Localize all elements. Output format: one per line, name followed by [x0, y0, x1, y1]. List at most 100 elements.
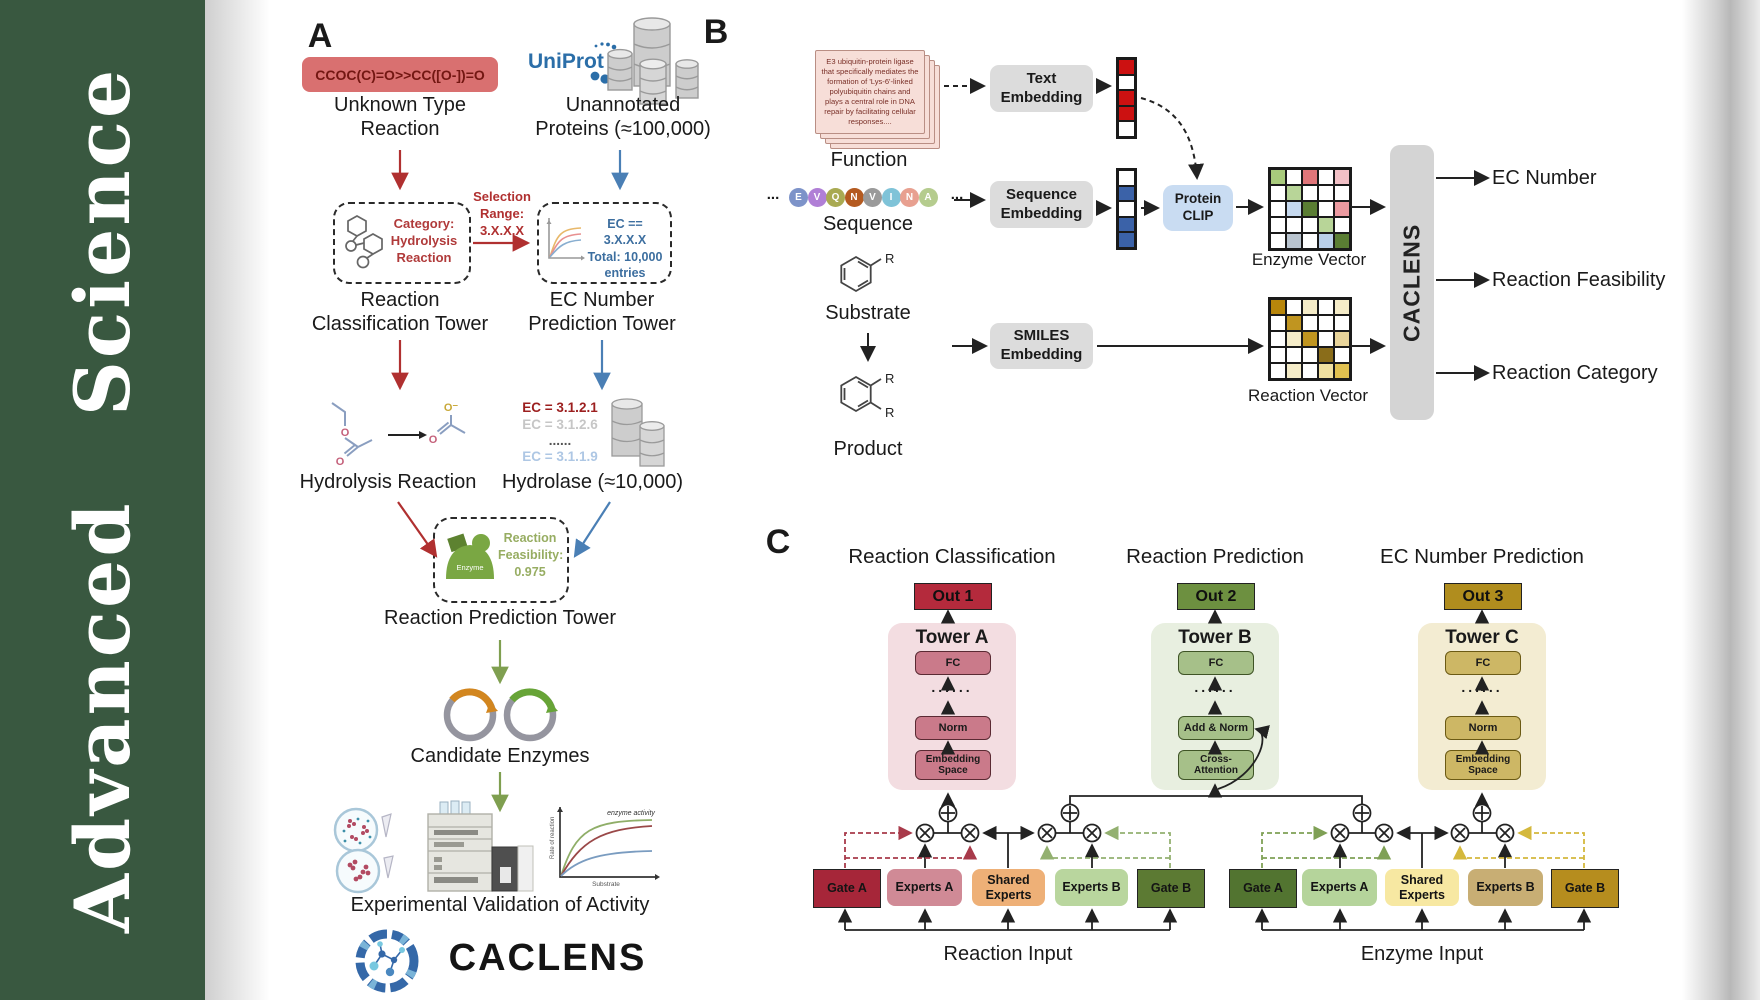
unannotated-proteins-label: Unannotated Proteins (≈100,000)	[535, 94, 711, 140]
grid-cell	[1270, 331, 1286, 347]
grid-cell	[1318, 331, 1334, 347]
function-card-front: E3 ubiquitin-protein ligase that specifi…	[815, 50, 925, 134]
grid-cell	[1270, 299, 1286, 315]
experts-a-reaction: Experts A	[887, 869, 962, 906]
grid-cell	[1302, 233, 1318, 249]
sequence-residue: A	[918, 188, 938, 207]
grid-cell	[1318, 233, 1334, 249]
tower-a-title: Tower A	[915, 627, 989, 648]
smiles-embedding-box: SMILES Embedding	[990, 323, 1093, 369]
sequence-label: Sequence	[822, 213, 914, 235]
grid-cell	[1318, 185, 1334, 201]
product-label: Product	[833, 438, 903, 460]
enzyme-vector-label: Enzyme Vector	[1251, 250, 1367, 269]
grid-cell	[1334, 185, 1350, 201]
grid-cell	[1334, 201, 1350, 217]
selection-range-label: Selection Range: 3.X.X.X	[473, 189, 531, 238]
gate-routing-lines	[844, 825, 1585, 868]
ec-result-list: EC = 3.1.2.1 EC = 3.1.2.6 ...... EC = 3.…	[516, 399, 604, 465]
banner-shadow-gradient	[205, 0, 270, 1000]
sequence-ellipsis-right: ...	[950, 186, 964, 203]
vector-cell	[1118, 170, 1135, 186]
out2-box: Out 2	[1177, 583, 1255, 610]
enzyme-input-label: Enzyme Input	[1360, 943, 1484, 965]
gate-a-reaction: Gate A	[813, 869, 881, 908]
sequence-residue: V	[807, 188, 827, 207]
oxygen-anion: O⁻	[444, 402, 459, 414]
oxygen-atom: O	[341, 427, 350, 439]
grid-cell	[1302, 185, 1318, 201]
grid-cell	[1270, 185, 1286, 201]
journal-title: Advanced Science	[58, 66, 147, 934]
oxygen-atom: O	[429, 434, 438, 446]
tower-a-norm: Norm	[915, 716, 991, 740]
out1-box: Out 1	[914, 583, 992, 610]
caclens-model-bar: CACLENS	[1390, 145, 1434, 420]
journal-banner: Advanced Science	[0, 0, 205, 1000]
panel-b-label: B	[703, 13, 729, 51]
reaction-vector-label: Reaction Vector	[1247, 386, 1368, 405]
substrate-structure: R	[840, 251, 894, 293]
tower-b-fc: FC	[1178, 651, 1254, 675]
hydrolase-database-icon	[611, 398, 665, 467]
shared-experts-reaction: Shared Experts	[972, 869, 1045, 906]
function-card-text: E3 ubiquitin-protein ligase that specifi…	[821, 57, 919, 126]
out1-label: Out 1	[932, 587, 974, 605]
grid-cell	[1270, 201, 1286, 217]
ec-selection-text: EC == 3.X.X.X Total: 10,000 entries	[587, 217, 663, 280]
plasmids-icon	[443, 688, 558, 742]
enzyme-vector-grid	[1268, 167, 1352, 251]
r-group-label: R	[885, 405, 894, 420]
feasibility-text: Reaction Feasibility: 0.975	[498, 531, 564, 579]
grid-cell	[1318, 315, 1334, 331]
shared-experts-enzyme: Shared Experts	[1385, 869, 1459, 906]
grid-cell	[1302, 201, 1318, 217]
grid-cell	[1286, 299, 1302, 315]
grid-cell	[1334, 299, 1350, 315]
multiply-operator-icon	[915, 823, 1515, 843]
sequence-residue: Q	[826, 188, 845, 207]
grid-cell	[1286, 347, 1302, 363]
header-ec-number-prediction: EC Number Prediction	[1380, 545, 1584, 568]
vector-cell	[1118, 59, 1135, 75]
grid-cell	[1286, 185, 1302, 201]
vector-cell	[1118, 74, 1135, 90]
out3-box: Out 3	[1444, 583, 1522, 610]
grid-cell	[1286, 331, 1302, 347]
grid-cell	[1302, 363, 1318, 379]
grid-cell	[1334, 363, 1350, 379]
grid-cell	[1334, 347, 1350, 363]
tower-b-cross-attention: Cross- Attention	[1178, 750, 1254, 780]
prediction-tower-label: Reaction Prediction Tower	[384, 607, 616, 629]
tower-b-title: Tower B	[1178, 627, 1252, 648]
plot-xlabel: Substrate	[592, 881, 620, 888]
smiles-reaction-text: CCOC(C)=O>>CC([O-])=O	[315, 66, 485, 83]
grid-cell	[1270, 315, 1286, 331]
tower-c-dots: ......	[1461, 679, 1503, 695]
tower-a-dots: ......	[931, 679, 973, 695]
grid-cell	[1286, 169, 1302, 185]
hydrolysis-reaction-label: Hydrolysis Reaction	[299, 471, 477, 493]
grid-cell	[1286, 217, 1302, 233]
experts-b-enzyme: Experts B	[1468, 869, 1543, 906]
caclens-model-bar-label: CACLENS	[1398, 223, 1425, 342]
tower-a-fc: FC	[915, 651, 991, 675]
grid-cell	[1270, 233, 1286, 249]
grid-cell	[1270, 169, 1286, 185]
grid-cell	[1302, 217, 1318, 233]
sequence-residue: E	[789, 188, 808, 207]
panel-a-label: A	[307, 17, 333, 55]
molecule-icon	[345, 215, 383, 269]
hydrolysis-reaction-structures: O O O⁻ O	[331, 402, 466, 468]
sequence-residue: I	[881, 188, 901, 207]
grid-cell	[1334, 315, 1350, 331]
classification-result-box	[333, 202, 471, 284]
grid-cell	[1318, 363, 1334, 379]
sum-operator-icon	[938, 803, 1492, 823]
uniprot-logo-text: UniProt	[528, 50, 604, 73]
r-group-label: R	[885, 371, 894, 386]
sequence-embedding-vector	[1116, 168, 1137, 250]
header-reaction-prediction: Reaction Prediction	[1126, 545, 1304, 568]
grid-cell	[1302, 347, 1318, 363]
